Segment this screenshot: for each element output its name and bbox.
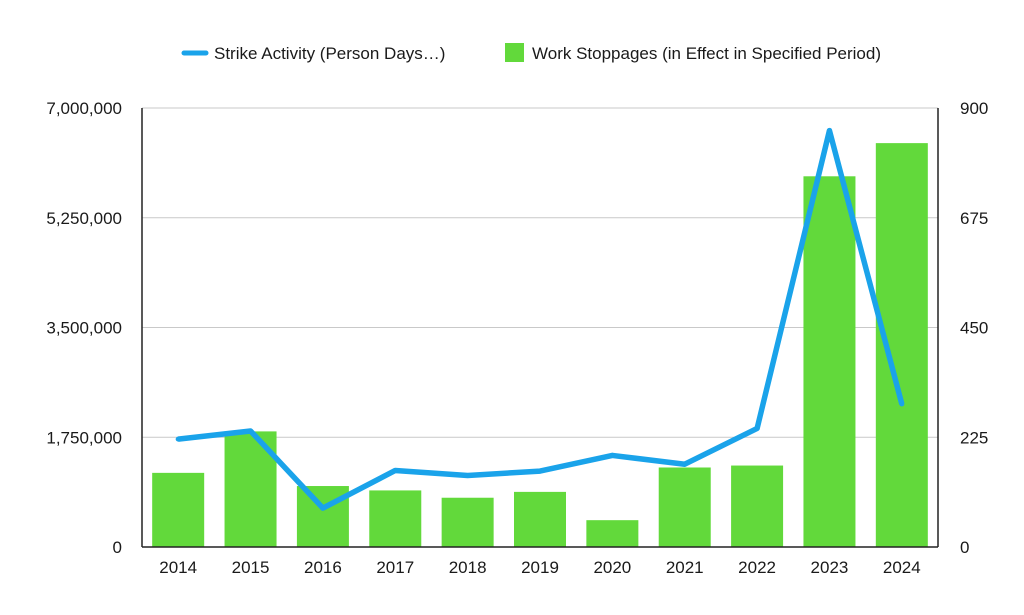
right-axis-tick-label: 450 [960, 319, 988, 338]
bar-2014 [152, 472, 205, 547]
bar-2021 [658, 467, 711, 547]
bar-2017 [369, 490, 422, 547]
left-axis-tick-label: 3,500,000 [46, 319, 122, 338]
line-point-2016 [320, 505, 326, 511]
right-axis-tick-label: 900 [960, 99, 988, 118]
line-point-2022 [754, 425, 760, 431]
line-point-2020 [609, 452, 615, 458]
right-axis-tick-label: 225 [960, 428, 988, 447]
right-axis-tick-label: 0 [960, 538, 969, 557]
bar-2016 [296, 486, 349, 547]
x-axis-tick-label: 2017 [376, 558, 414, 577]
right-axis-tick-label: 675 [960, 209, 988, 228]
strike-line [175, 127, 905, 511]
line-point-2021 [682, 461, 688, 467]
bar-2019 [514, 491, 566, 547]
line-point-2014 [175, 436, 181, 442]
x-axis-tick-label: 2024 [883, 558, 921, 577]
line-point-2015 [248, 428, 254, 434]
x-axis-tick-label: 2014 [159, 558, 197, 577]
legend-swatch-work-stoppages [505, 43, 524, 62]
left-axis-tick-label: 5,250,000 [46, 209, 122, 228]
x-axis-tick-label: 2015 [232, 558, 270, 577]
bar-2018 [441, 497, 494, 547]
x-axis-tick-label: 2016 [304, 558, 342, 577]
right-axis-ticks: 0 225 450 675 900 [960, 99, 988, 557]
bar-2022 [731, 465, 784, 547]
line-point-2018 [465, 473, 471, 479]
bar-2023 [803, 176, 856, 548]
line-point-2017 [392, 467, 398, 473]
axes [141, 108, 939, 548]
x-axis-tick-label: 2023 [811, 558, 849, 577]
legend-label-work-stoppages: Work Stoppages (in Effect in Specified P… [532, 44, 881, 63]
x-axis-tick-label: 2021 [666, 558, 704, 577]
line-point-2019 [537, 468, 543, 474]
left-axis-ticks: 0 1,750,000 3,500,000 5,250,000 7,000,000 [46, 99, 122, 557]
legend-label-strike-activity: Strike Activity (Person Days…) [214, 44, 445, 63]
bar-2020 [586, 520, 639, 547]
left-axis-tick-label: 0 [113, 538, 122, 557]
x-axis-ticks: 2014 2015 2016 2017 2018 2019 2020 2021 2022 2023… [159, 558, 920, 577]
x-axis-tick-label: 2020 [593, 558, 631, 577]
strike-activity-line [177, 127, 905, 511]
line-point-2024 [899, 401, 905, 407]
legend: Strike Activity (Person Days…) Work Stop… [181, 43, 881, 63]
x-axis-tick-label: 2019 [521, 558, 559, 577]
left-axis-tick-label: 1,750,000 [46, 428, 122, 447]
line-point-2023 [826, 128, 832, 134]
x-axis-tick-label: 2022 [738, 558, 776, 577]
x-axis-tick-label: 2018 [449, 558, 487, 577]
left-axis-tick-label: 7,000,000 [46, 99, 122, 118]
